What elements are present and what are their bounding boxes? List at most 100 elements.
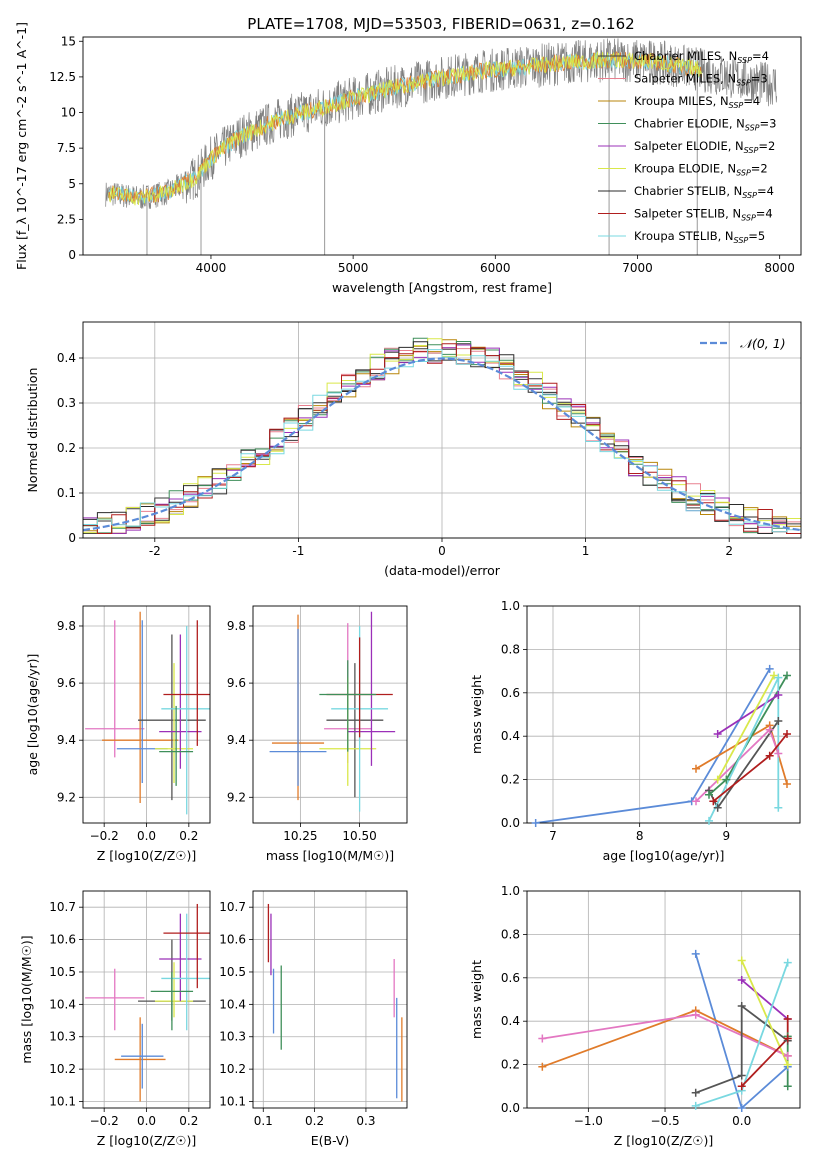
y-tick-label: 0.4 <box>57 351 76 365</box>
y-tick-label: 9.8 <box>57 619 76 633</box>
y-tick-label: 9.6 <box>57 676 76 690</box>
weight-point <box>783 1015 792 1024</box>
weight-point <box>783 958 792 967</box>
x-tick-label: −0.2 <box>90 829 119 843</box>
weight-line <box>741 979 789 1020</box>
model-spectrum <box>108 50 702 206</box>
y-tick-label: 0.6 <box>501 971 520 985</box>
legend-entry: Chabrier ELODIE, NSSP=3 <box>634 117 776 133</box>
y-tick-label: 10.7 <box>219 900 246 914</box>
weight-point <box>765 725 774 734</box>
y-tick-label: 0.0 <box>501 816 520 830</box>
y-axis-label: mass weight <box>469 960 484 1039</box>
weight-point <box>737 956 746 965</box>
weight-point <box>774 673 783 682</box>
x-tick-label: −0.2 <box>90 1114 119 1128</box>
hist-legend: 𝒩(0, 1) <box>700 336 786 351</box>
y-tick-label: 1.0 <box>501 599 520 613</box>
residual-histogram <box>83 349 801 533</box>
weight-point <box>783 730 791 739</box>
weight-line <box>708 677 780 822</box>
y-tick-label: 10.5 <box>49 965 76 979</box>
weight-point <box>774 717 783 726</box>
plot-area <box>85 611 210 815</box>
y-tick-label: 0.3 <box>57 396 76 410</box>
y-tick-label: 0.2 <box>57 441 76 455</box>
y-tick-label: 10.2 <box>219 1062 246 1076</box>
weight-point <box>783 1034 792 1043</box>
weight-point <box>774 690 783 699</box>
legend-entry: Salpeter ELODIE, NSSP=2 <box>634 139 775 155</box>
x-tick-label: 8000 <box>764 261 795 275</box>
legend-entry: 𝒩(0, 1) <box>740 336 786 351</box>
axes-frame <box>252 605 408 824</box>
x-tick-label: -1 <box>292 544 304 558</box>
y-tick-label: 0.4 <box>501 1014 520 1028</box>
x-tick-label: −0.5 <box>650 1114 679 1128</box>
weight-point <box>737 1002 746 1011</box>
spectrum-legend: Chabrier MILES, NSSP=4 Salpeter MILES, NS… <box>598 49 776 245</box>
y-tick-label: 9.8 <box>227 619 246 633</box>
y-tick-label: 10.2 <box>49 1062 76 1076</box>
y-tick-label: 9.4 <box>57 733 76 747</box>
y-tick-label: 10.6 <box>219 933 246 947</box>
normal-curve <box>83 357 801 532</box>
y-tick-label: 0 <box>68 531 76 545</box>
y-axis-label: Normed distribution <box>25 368 40 493</box>
axes-frame <box>82 605 211 824</box>
panel-z_vs_age: −0.2 0.0 0.2 9.2 9.4 9.6 9.8 Z [log10(Z/Z☉)] age… <box>25 605 211 863</box>
y-axis-label: mass weight <box>469 675 484 754</box>
x-tick-label: 7 <box>549 829 557 843</box>
weight-point <box>722 775 731 784</box>
weight-point <box>783 1060 792 1069</box>
y-tick-label: 0.0 <box>501 1101 520 1115</box>
weight-point <box>691 949 700 958</box>
y-tick-label: 10.3 <box>49 1030 76 1044</box>
x-tick-label: 7000 <box>622 261 653 275</box>
weight-line <box>694 953 789 1108</box>
axes-frame <box>82 890 211 1109</box>
panel-z_vs_mass: −0.2 0.0 0.2 10.1 10.2 10.3 10.4 10.5 10.6 10.7 Z … <box>19 890 211 1148</box>
y-tick-label: 9.2 <box>227 790 246 804</box>
weight-point <box>737 1071 746 1080</box>
panel-age_vs_weight: 7 8 9 0.0 0.2 0.4 0.6 0.8 1.0 age [log10(age/yr)]… <box>469 599 801 863</box>
y-tick-label: 10.3 <box>219 1030 246 1044</box>
weight-point <box>538 1034 547 1043</box>
weight-point <box>691 1088 700 1097</box>
plot-area <box>85 903 210 1102</box>
x-tick-label: 0.0 <box>732 1114 751 1128</box>
weight-point <box>538 1062 547 1071</box>
weight-point <box>713 803 722 812</box>
weight-point <box>783 671 791 680</box>
weight-point <box>692 764 700 773</box>
y-tick-label: 10.1 <box>49 1095 76 1109</box>
x-tick-label: −1.0 <box>574 1114 603 1128</box>
y-tick-label: 1.0 <box>501 884 520 898</box>
y-tick-label: 0.2 <box>501 773 520 787</box>
weight-point <box>765 664 774 673</box>
plot-area <box>267 903 403 1102</box>
x-axis-label: Z [log10(Z/Z☉)] <box>614 1133 714 1148</box>
weight-point <box>531 819 540 827</box>
figure-title: PLATE=1708, MJD=53503, FIBERID=0631, z=0… <box>247 15 634 33</box>
x-tick-label: 1 <box>582 544 590 558</box>
y-tick-label: 9.2 <box>57 790 76 804</box>
x-tick-label: 4000 <box>196 261 227 275</box>
y-tick-label: 10 <box>61 106 76 120</box>
legend-entry: Chabrier MILES, NSSP=4 <box>634 49 769 65</box>
x-tick-label: 2 <box>725 544 733 558</box>
legend-entry: Salpeter STELIB, NSSP=4 <box>634 207 773 223</box>
y-axis-label: mass [log10(M/M☉)] <box>19 935 34 1063</box>
weight-point <box>691 1010 700 1019</box>
x-axis-label: (data-model)/error <box>384 563 501 578</box>
axes-frame <box>526 605 801 824</box>
weight-line <box>695 1004 789 1094</box>
x-tick-label: 9 <box>723 829 731 843</box>
panel-residuals: -2 -1 0 1 2 0 0.1 0.2 0.3 0.4 (data-model)/error No… <box>25 321 802 578</box>
panel-spectrum: 4000 5000 6000 7000 8000 0 2.5 5 7.5 10 12.5 15 wave… <box>14 22 802 295</box>
weight-point <box>774 803 783 812</box>
weight-point <box>783 1051 792 1060</box>
legend-entry: Kroupa ELODIE, NSSP=2 <box>634 162 768 178</box>
y-tick-label: 10.1 <box>219 1095 246 1109</box>
